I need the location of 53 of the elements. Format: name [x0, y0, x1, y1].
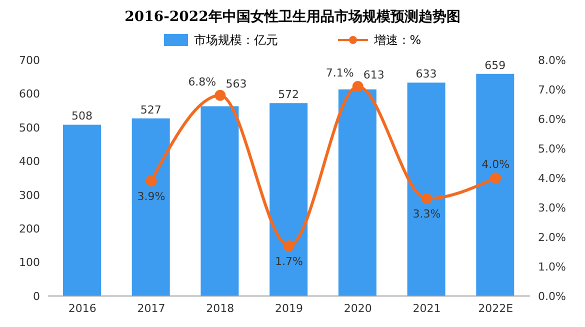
y2-tick-label: 6.0% [538, 112, 566, 126]
point [214, 90, 226, 101]
y-tick-label: 400 [19, 155, 40, 168]
legend-label: 市场规模：亿元 [194, 32, 278, 48]
data-label: 563 [226, 77, 247, 90]
bar [407, 82, 446, 296]
y-tick-label: 200 [19, 222, 40, 236]
y2-tick-label: 0.0% [538, 290, 566, 303]
point [146, 175, 157, 186]
x-tick-label: 2020 [344, 302, 372, 315]
y2-tick-label: 8.0% [538, 54, 566, 67]
y-tick-label: 0 [33, 290, 40, 303]
chart-title: 2016-2022年中国女性卫生用品市场规模预测趋势图 [124, 8, 462, 27]
x-tick-label: 2022E [478, 302, 514, 315]
data-label: 659 [484, 58, 506, 72]
point [284, 240, 294, 252]
y2-tick-label: 5.0% [538, 142, 566, 156]
y2-tick-label: 7.0% [538, 83, 566, 96]
data-label: 527 [140, 103, 162, 116]
point [421, 193, 432, 204]
bar [476, 74, 514, 296]
data-label: 613 [363, 68, 384, 82]
data-label: 572 [278, 88, 300, 102]
data-label: 3.3% [412, 208, 441, 221]
y2-tick-label: 4.0% [538, 172, 566, 185]
x-tick-label: 2019 [275, 302, 303, 315]
y-tick-label: 700 [19, 54, 40, 67]
data-label: 6.8% [188, 75, 216, 88]
y2-tick-label: 3.0% [538, 201, 566, 214]
point [490, 172, 502, 184]
x-tick-label: 2021 [412, 302, 441, 315]
x-tick-label: 2018 [206, 302, 234, 315]
data-label: 1.7% [275, 254, 303, 268]
y2-tick-label: 2.0% [538, 230, 566, 244]
bar [63, 124, 101, 296]
bar [338, 89, 376, 296]
bar [270, 103, 308, 296]
bar [132, 118, 170, 296]
y2-tick-label: 1.0% [538, 260, 566, 274]
point [352, 81, 364, 92]
bar [200, 106, 239, 296]
data-label: 3.9% [137, 190, 166, 203]
y-tick-label: 600 [19, 88, 40, 101]
data-label: 4.0% [482, 158, 510, 171]
y-tick-label: 100 [19, 256, 40, 270]
data-label: 508 [72, 110, 92, 123]
y-tick-label: 300 [19, 188, 40, 202]
x-tick-label: 2017 [137, 302, 166, 315]
data-label: 633 [416, 68, 437, 81]
x-tick-label: 2016 [68, 302, 96, 315]
data-label: 7.1% [326, 66, 354, 80]
y-tick-label: 500 [19, 121, 40, 134]
legend-label: 增速：% [374, 32, 422, 48]
